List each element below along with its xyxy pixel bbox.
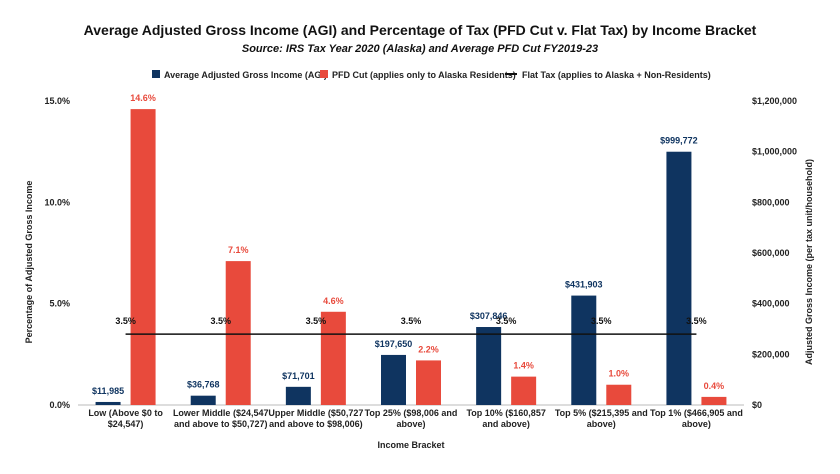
x-tick-label-line: $24,547) bbox=[108, 419, 144, 429]
x-tick-label-line: Top 10% ($160,857 bbox=[466, 408, 545, 418]
data-label-flat: 3.5% bbox=[401, 316, 422, 326]
x-tick-label-line: Top 5% ($215,395 and bbox=[555, 408, 648, 418]
legend: Average Adjusted Gross Income (AGI) PFD … bbox=[152, 70, 711, 80]
x-tick-label: Top 10% ($160,857 and above) bbox=[466, 408, 545, 429]
x-tick-label-line: Low (Above $0 to bbox=[88, 408, 163, 418]
data-label-agi: $71,701 bbox=[282, 371, 315, 381]
chart-subtitle: Source: IRS Tax Year 2020 (Alaska) and A… bbox=[242, 43, 598, 55]
x-axis-label: Income Bracket bbox=[377, 440, 444, 450]
bar-agi bbox=[285, 386, 311, 405]
chart-title: Average Adjusted Gross Income (AGI) and … bbox=[84, 22, 757, 38]
data-label-flat: 3.5% bbox=[115, 316, 136, 326]
bar-agi bbox=[95, 401, 121, 405]
legend-label-flat: Flat Tax (applies to Alaska + Non-Reside… bbox=[522, 70, 711, 80]
y-left-tick-label: 15.0% bbox=[44, 96, 70, 106]
y-right-tick-label: $600,000 bbox=[752, 248, 790, 258]
data-label-flat: 3.5% bbox=[686, 316, 707, 326]
data-label-flat: 3.5% bbox=[591, 316, 612, 326]
data-label-flat: 3.5% bbox=[306, 316, 327, 326]
bar-agi bbox=[476, 327, 502, 405]
bar-agi bbox=[190, 395, 216, 405]
data-label-pfd: 2.2% bbox=[418, 344, 439, 354]
data-label-agi: $999,772 bbox=[660, 136, 698, 146]
x-tick-label-line: and above to $98,006) bbox=[269, 419, 363, 429]
data-labels: $11,985 14.6% $36,768 7.1% $71,701 4.6% $197,6… bbox=[92, 93, 724, 396]
data-label-agi: $197,650 bbox=[375, 339, 413, 349]
data-label-agi: $36,768 bbox=[187, 380, 220, 390]
x-tick-label-line: Upper Middle ($50,727 bbox=[268, 408, 363, 418]
x-tick-label: Low (Above $0 to $24,547) bbox=[88, 408, 163, 429]
data-label-pfd: 1.0% bbox=[609, 369, 630, 379]
x-tick-label-line: and above) bbox=[482, 419, 530, 429]
bar-pfd bbox=[130, 109, 156, 406]
bar-pfd bbox=[225, 261, 251, 405]
data-label-flat: 3.5% bbox=[210, 316, 231, 326]
bar-agi bbox=[571, 295, 597, 405]
data-label-flat: 3.5% bbox=[496, 316, 517, 326]
x-tick-label: Lower Middle ($24,547 and above to $50,72… bbox=[173, 408, 269, 429]
y-right-tick-label: $800,000 bbox=[752, 197, 790, 207]
x-tick-label: Upper Middle ($50,727 and above to $98,00… bbox=[268, 408, 363, 429]
x-tick-label-line: and above to $50,727) bbox=[174, 419, 268, 429]
y-right-tick-label: $0 bbox=[752, 400, 762, 410]
y-axis-right-label: Adjusted Gross Income (per tax unit/hous… bbox=[804, 159, 814, 365]
x-tick-label-line: above) bbox=[682, 419, 711, 429]
data-label-pfd: 1.4% bbox=[513, 361, 534, 371]
legend-swatch-agi bbox=[152, 70, 160, 78]
bar-agi bbox=[381, 354, 406, 405]
x-tick-label: Top 5% ($215,395 and above) bbox=[555, 408, 648, 429]
y-axis-left-label: Percentage of Adjusted Gross Income bbox=[24, 181, 34, 344]
data-label-agi: $431,903 bbox=[565, 280, 603, 290]
bar-pfd bbox=[511, 376, 537, 405]
bars bbox=[95, 109, 727, 406]
data-label-agi: $11,985 bbox=[92, 386, 124, 396]
x-tick-label: Top 1% ($466,905 and above) bbox=[650, 408, 743, 429]
legend-label-agi: Average Adjusted Gross Income (AGI) bbox=[164, 70, 327, 80]
y-right-tick-label: $1,000,000 bbox=[752, 147, 797, 157]
data-label-pfd: 7.1% bbox=[228, 245, 249, 255]
x-tick-label-line: Top 1% ($466,905 and bbox=[650, 408, 743, 418]
legend-swatch-pfd bbox=[320, 70, 328, 78]
bar-pfd bbox=[606, 384, 632, 405]
y-left-tick-label: 0.0% bbox=[49, 400, 70, 410]
data-label-pfd: 4.6% bbox=[323, 296, 344, 306]
x-tick-label-line: above) bbox=[396, 419, 425, 429]
y-left-tick-label: 10.0% bbox=[44, 197, 70, 207]
bar-agi bbox=[666, 151, 692, 405]
x-tick-label-line: above) bbox=[587, 419, 616, 429]
bar-pfd bbox=[320, 311, 346, 405]
data-label-pfd: 0.4% bbox=[704, 381, 725, 391]
legend-label-pfd: PFD Cut (applies only to Alaska Resident… bbox=[332, 70, 516, 80]
axes: 0.0% 5.0% 10.0% 15.0% $0 $200,000 $400,000 $600… bbox=[44, 96, 797, 429]
bar-pfd bbox=[701, 396, 727, 405]
data-label-agi: $307,846 bbox=[470, 311, 508, 321]
y-right-tick-label: $200,000 bbox=[752, 349, 790, 359]
x-tick-label-line: Lower Middle ($24,547 bbox=[173, 408, 269, 418]
bar-pfd bbox=[416, 360, 441, 405]
data-label-pfd: 14.6% bbox=[130, 93, 156, 103]
y-left-tick-label: 5.0% bbox=[49, 299, 70, 309]
x-tick-label: Top 25% ($98,006 and above) bbox=[365, 408, 458, 429]
x-tick-label-line: Top 25% ($98,006 and bbox=[365, 408, 458, 418]
y-right-tick-label: $400,000 bbox=[752, 299, 790, 309]
y-right-tick-label: $1,200,000 bbox=[752, 96, 797, 106]
